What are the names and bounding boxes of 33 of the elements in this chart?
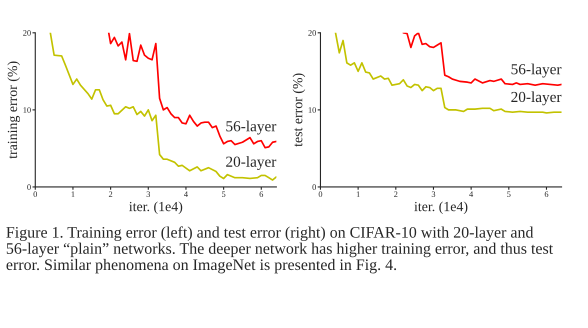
line-series bbox=[50, 32, 276, 181]
x-tick-label: 3 bbox=[432, 191, 436, 197]
x-tick-label: 5 bbox=[222, 191, 226, 197]
y-axis-title: test error (%) bbox=[292, 73, 306, 147]
series-label: 20-layer bbox=[226, 156, 276, 170]
x-tick-label: 3 bbox=[146, 191, 150, 197]
x-axis-title: iter. (1e4) bbox=[129, 201, 182, 214]
y-tick-label: 0 bbox=[312, 184, 316, 190]
line-series bbox=[334, 32, 562, 114]
y-tick-label: 20 bbox=[308, 30, 316, 36]
caption: Figure 1. Training error (left) and test error (right) on CIFAR-10 with 20-layer and 56-layer “plain” networks. The deeper network has higher training error, and thus test error. Similar phenomena on ImageNet is presented in Fig. 4. bbox=[6, 226, 554, 274]
x-tick-label: 0 bbox=[318, 191, 322, 197]
x-tick-label: 6 bbox=[260, 191, 264, 197]
line-series bbox=[402, 32, 562, 86]
y-tick-label: 10 bbox=[308, 107, 316, 113]
series-label: 56-layer bbox=[226, 120, 276, 135]
x-tick-label: 2 bbox=[108, 191, 112, 197]
y-tick-label: 0 bbox=[27, 184, 31, 190]
y-axis-title: training error (%) bbox=[7, 62, 20, 159]
x-axis-title: iter. (1e4) bbox=[414, 201, 468, 214]
x-tick-label: 0 bbox=[34, 191, 38, 197]
x-tick-label: 4 bbox=[184, 191, 188, 197]
x-tick-label: 6 bbox=[544, 191, 548, 197]
x-tick-label: 2 bbox=[394, 191, 398, 197]
line-series bbox=[108, 32, 276, 148]
x-tick-label: 1 bbox=[356, 191, 360, 197]
series-label: 20-layer bbox=[511, 91, 562, 106]
y-tick-label: 20 bbox=[23, 30, 31, 36]
x-tick-label: 4 bbox=[469, 191, 474, 197]
x-tick-label: 5 bbox=[507, 191, 511, 197]
series-label: 56-layer bbox=[512, 64, 562, 78]
x-tick-label: 1 bbox=[72, 191, 75, 197]
y-tick-label: 10 bbox=[24, 107, 31, 113]
